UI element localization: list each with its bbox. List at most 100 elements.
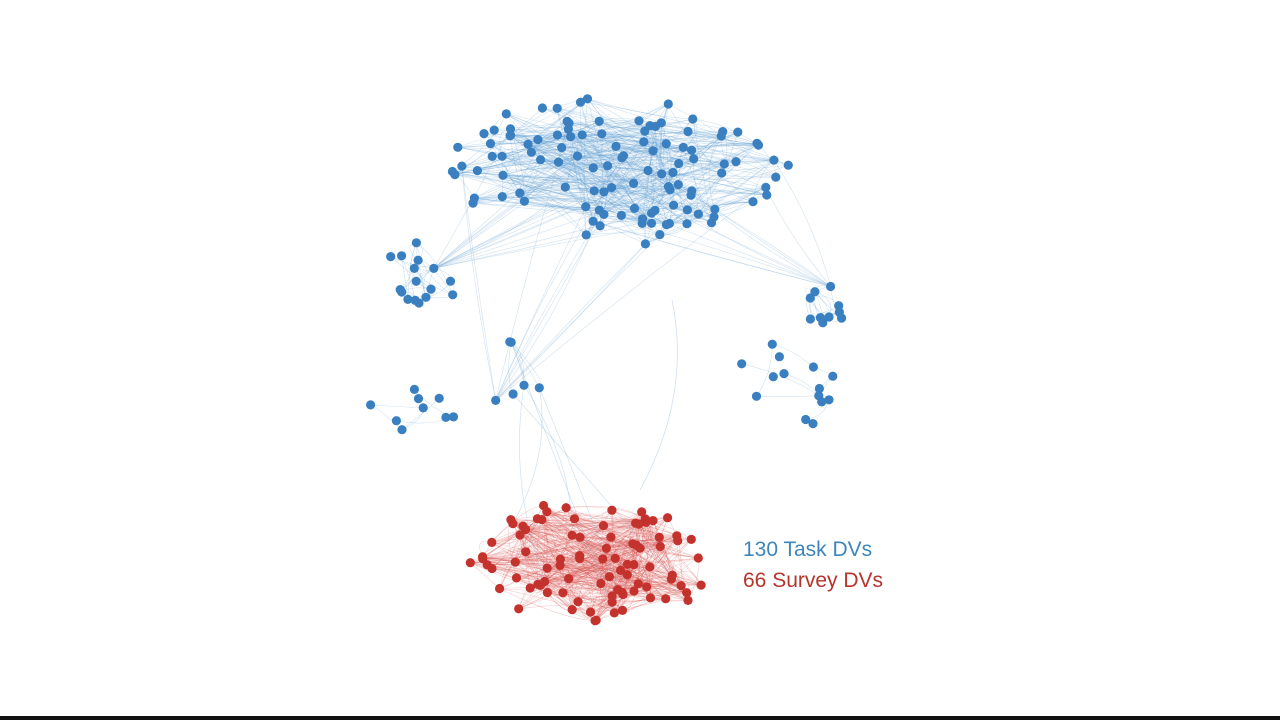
node [661,220,672,230]
node [663,99,673,109]
edge [452,171,692,196]
edge [531,135,722,153]
edge [499,588,596,622]
edge [687,131,723,211]
node [581,202,591,212]
node [555,560,565,571]
node [418,403,428,413]
edge [506,113,674,206]
edge [557,134,715,210]
node [566,132,576,142]
edge [537,566,650,585]
edge [502,156,594,170]
node [818,318,828,328]
node [611,141,621,151]
node [542,587,553,598]
edge [593,220,831,287]
edge [540,579,682,587]
edge [593,220,831,287]
edge [537,139,612,188]
edge [572,574,628,610]
edge [603,147,684,215]
edge [536,505,544,585]
edge [568,540,678,579]
edge [600,583,687,596]
node [607,597,617,607]
node [719,159,729,169]
edge [537,139,622,216]
node [633,579,643,589]
node [622,570,632,580]
edge [522,525,603,560]
edge [499,588,591,613]
node [525,583,535,593]
node [834,301,844,311]
bottom-bar [0,716,1280,720]
node [575,551,585,561]
edge [519,192,600,211]
node [552,103,562,113]
edge [433,194,767,269]
edge [635,522,702,586]
edge [482,556,647,588]
edge [502,196,600,211]
edge [518,558,616,610]
node [673,180,683,190]
node [771,172,781,182]
node [441,412,451,422]
edge [741,363,820,396]
node [683,595,693,606]
edge [568,122,759,146]
node [526,147,537,157]
edge [454,107,543,175]
edge [595,557,699,621]
edge [482,544,637,560]
edge [638,523,682,586]
edge [519,186,669,194]
edge [499,507,567,589]
edge [461,140,644,167]
edge [615,557,699,563]
edge [617,583,702,590]
edge [691,159,775,192]
node [828,371,838,381]
edge [515,511,548,563]
edge [495,162,559,401]
node [607,505,617,515]
edge [509,135,831,287]
edge [562,574,628,594]
edge [509,135,643,220]
node [489,125,499,135]
node [661,594,671,604]
node [589,186,599,196]
edge [543,505,641,549]
edge [602,546,661,560]
edge [621,156,776,178]
node [573,597,583,607]
node [482,560,492,570]
edge [452,171,635,209]
node [654,532,664,543]
edge [561,144,759,148]
node [686,534,696,545]
edge [516,564,634,579]
edge [472,141,644,204]
edge [655,126,758,144]
edge [433,155,578,269]
node [810,287,820,297]
edge [433,103,669,269]
edge [558,161,688,224]
node [534,383,544,393]
edge [601,133,688,224]
edge [643,150,654,244]
edge [652,150,688,224]
edge [477,133,602,171]
edge [492,568,639,585]
edge [515,536,611,563]
edge [571,525,604,610]
edge [495,243,646,401]
node [572,151,583,161]
node [683,126,693,137]
edge [692,118,712,223]
node [498,170,508,180]
